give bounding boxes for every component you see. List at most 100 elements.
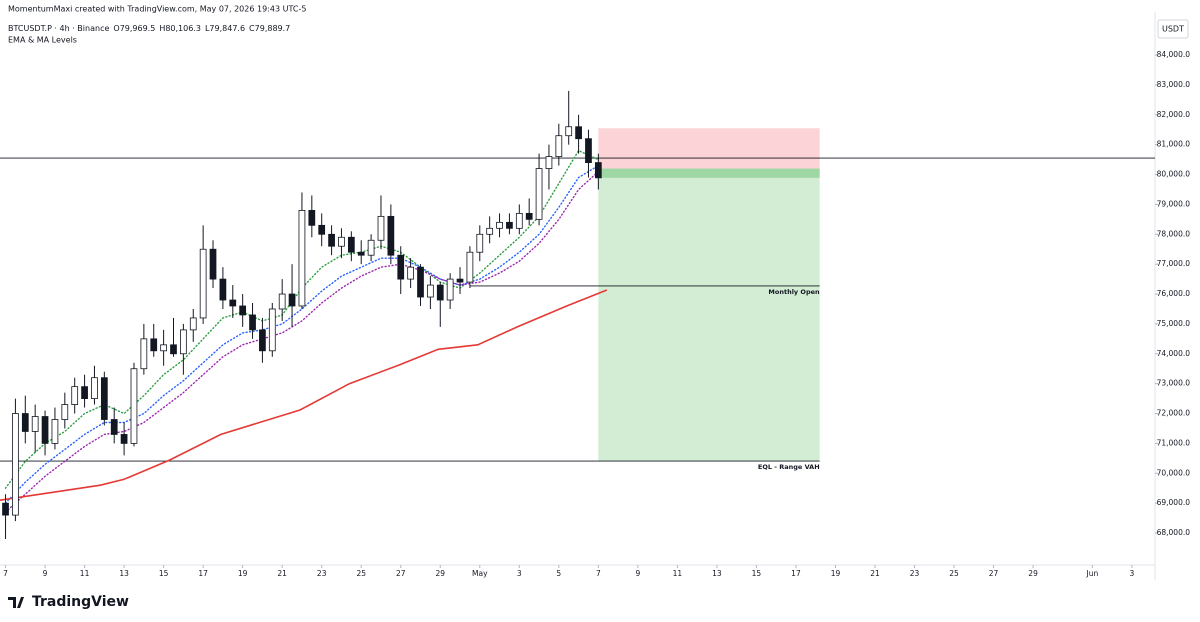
x-tick-label: 15 bbox=[159, 569, 169, 578]
candle-body bbox=[594, 162, 602, 179]
candle-body bbox=[81, 386, 88, 399]
logo-text: TradingView bbox=[32, 594, 129, 610]
symbol-line: BTCUSDT.P · 4h · Binance O79,969.5 H80,106… bbox=[8, 24, 290, 33]
candle-body bbox=[259, 329, 266, 352]
y-tick-label: 79,000.0 bbox=[1157, 199, 1191, 208]
x-tick-label: 25 bbox=[356, 569, 366, 578]
candle-body bbox=[209, 248, 217, 280]
candle-body bbox=[51, 419, 59, 444]
credit: MomentumMaxi created with TradingView.co… bbox=[8, 5, 306, 14]
candle-body bbox=[555, 135, 563, 158]
high-readout: H80,106.3 bbox=[159, 24, 201, 33]
logo: TradingView bbox=[8, 594, 129, 610]
logo-mark bbox=[8, 597, 24, 608]
level-label: EQL - Range VAH bbox=[758, 463, 820, 471]
candle-body bbox=[189, 317, 197, 331]
candle-body bbox=[278, 293, 286, 310]
y-tick-label: 71,000.0 bbox=[1157, 438, 1191, 447]
candle-body bbox=[357, 251, 365, 256]
close-readout: C79,889.7 bbox=[249, 24, 290, 33]
candle-body bbox=[160, 344, 167, 352]
candle-body bbox=[31, 416, 39, 432]
x-tick-label: 5 bbox=[556, 569, 561, 578]
x-tick-label: 11 bbox=[80, 569, 90, 578]
x-tick-label: 9 bbox=[43, 569, 48, 578]
currency-box[interactable] bbox=[1157, 19, 1189, 39]
y-tick-label: 81,000.0 bbox=[1157, 140, 1191, 149]
level-label: Monthly Open bbox=[768, 288, 820, 296]
x-tick-label: 21 bbox=[870, 569, 880, 578]
candle-body bbox=[41, 416, 49, 444]
x-tick-label: 9 bbox=[635, 569, 640, 578]
y-tick-label: 77,000.0 bbox=[1157, 259, 1191, 268]
candle-body bbox=[585, 138, 592, 163]
y-tick-label: 74,000.0 bbox=[1157, 349, 1191, 358]
target-zone bbox=[598, 168, 820, 462]
x-tick-label: 19 bbox=[238, 569, 248, 578]
candle-body bbox=[180, 329, 187, 355]
x-tick-label: 23 bbox=[317, 569, 327, 578]
x-tick-label: 25 bbox=[949, 569, 959, 578]
candle-body bbox=[377, 215, 385, 241]
candle-body bbox=[120, 434, 128, 444]
candle-body bbox=[486, 227, 494, 235]
y-tick-label: 82,000.0 bbox=[1157, 110, 1191, 119]
candle-body bbox=[140, 338, 148, 370]
candle-body bbox=[61, 404, 69, 420]
x-tick-label: 19 bbox=[831, 569, 841, 578]
x-tick-label: 15 bbox=[752, 569, 762, 578]
candle-body bbox=[170, 344, 177, 355]
open-profit-zone bbox=[598, 168, 820, 178]
candle-body bbox=[298, 209, 306, 307]
candle-body bbox=[110, 419, 118, 435]
stop-zone bbox=[598, 128, 820, 169]
candle-body bbox=[239, 305, 247, 316]
candle-body bbox=[21, 413, 29, 432]
y-tick-label: 76,000.0 bbox=[1157, 289, 1191, 298]
candle-body bbox=[466, 251, 474, 283]
candle-body bbox=[12, 413, 19, 516]
candle-body bbox=[496, 221, 503, 229]
candle-body bbox=[219, 278, 227, 301]
x-tick-label: 23 bbox=[910, 569, 920, 578]
ema-line bbox=[4, 170, 599, 513]
candle-body bbox=[407, 266, 414, 280]
y-tick-label: 68,000.0 bbox=[1157, 528, 1191, 537]
candle-body bbox=[347, 236, 355, 253]
candle-body bbox=[288, 293, 296, 307]
candle-body bbox=[2, 502, 9, 516]
x-tick-label: May bbox=[472, 569, 488, 578]
y-tick-label: 83,000.0 bbox=[1157, 80, 1191, 89]
candle-body bbox=[565, 126, 573, 137]
candle-body bbox=[150, 338, 158, 352]
candle-body bbox=[268, 308, 276, 352]
x-tick-label: 27 bbox=[989, 569, 999, 578]
x-tick-label: 21 bbox=[277, 569, 287, 578]
candle-body bbox=[130, 368, 138, 444]
candle-body bbox=[397, 254, 405, 280]
x-tick-label: 3 bbox=[1129, 569, 1134, 578]
y-tick-label: 70,000.0 bbox=[1157, 468, 1191, 477]
candle-body bbox=[367, 239, 375, 256]
candle-body bbox=[328, 233, 335, 247]
ma-line bbox=[0, 289, 608, 501]
candle-body bbox=[436, 284, 444, 301]
symbol: BTCUSDT.P · 4h · Binance bbox=[8, 24, 109, 33]
candle-body bbox=[249, 314, 256, 331]
low-readout: L79,847.6 bbox=[205, 24, 245, 33]
x-tick-label: 7 bbox=[596, 569, 601, 578]
candle-body bbox=[427, 284, 434, 298]
candle-body bbox=[515, 212, 523, 229]
candle-body bbox=[525, 212, 533, 220]
x-tick-label: 27 bbox=[396, 569, 406, 578]
indicator-name: EMA & MA Levels bbox=[8, 36, 77, 45]
candle-body bbox=[229, 299, 237, 307]
y-tick-label: 73,000.0 bbox=[1157, 379, 1191, 388]
candle-body bbox=[545, 156, 553, 169]
open-readout: O79,969.5 bbox=[113, 24, 155, 33]
currency: USDT bbox=[1162, 25, 1184, 34]
x-tick-label: 11 bbox=[673, 569, 683, 578]
y-tick-label: 72,000.0 bbox=[1157, 409, 1191, 418]
x-tick-label: 13 bbox=[119, 569, 129, 578]
